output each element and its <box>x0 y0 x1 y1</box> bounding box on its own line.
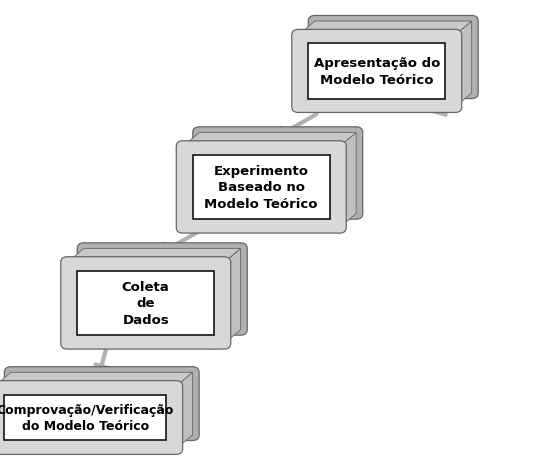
FancyBboxPatch shape <box>4 367 199 441</box>
FancyBboxPatch shape <box>193 127 363 219</box>
FancyBboxPatch shape <box>77 271 214 335</box>
FancyBboxPatch shape <box>61 257 231 350</box>
FancyBboxPatch shape <box>176 142 346 233</box>
Polygon shape <box>455 22 472 107</box>
Polygon shape <box>183 133 356 147</box>
Polygon shape <box>176 372 192 449</box>
FancyBboxPatch shape <box>309 16 478 100</box>
Polygon shape <box>0 372 192 386</box>
FancyBboxPatch shape <box>0 381 183 455</box>
Polygon shape <box>299 22 472 36</box>
FancyBboxPatch shape <box>309 44 446 100</box>
Polygon shape <box>224 249 241 344</box>
Text: Experimento
Baseado no
Modelo Teórico: Experimento Baseado no Modelo Teórico <box>205 164 318 211</box>
Polygon shape <box>339 133 356 228</box>
Text: Coleta
de
Dados: Coleta de Dados <box>122 280 169 326</box>
FancyBboxPatch shape <box>292 31 462 113</box>
Polygon shape <box>68 249 241 263</box>
FancyBboxPatch shape <box>77 244 248 335</box>
FancyBboxPatch shape <box>193 155 330 219</box>
Text: Comprovação/Verificação
do Modelo Teórico: Comprovação/Verificação do Modelo Teóric… <box>0 403 174 432</box>
Text: Apresentação do
Modelo Teórico: Apresentação do Modelo Teórico <box>314 57 440 87</box>
FancyBboxPatch shape <box>4 394 166 441</box>
